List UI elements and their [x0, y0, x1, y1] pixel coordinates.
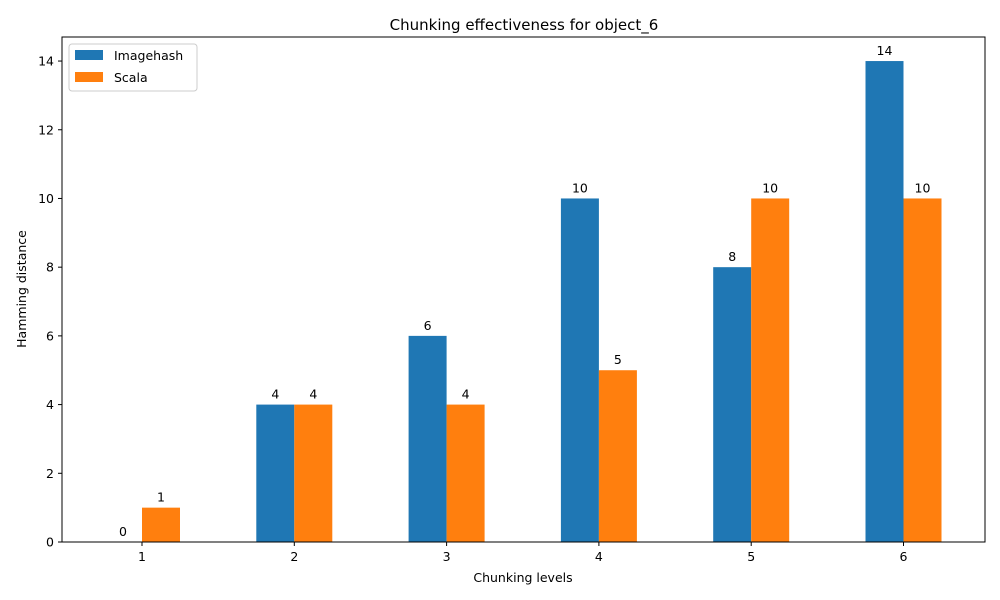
bar-label-imagehash-level-5: 8: [728, 249, 736, 264]
bar-scala-level-5: [751, 198, 790, 542]
y-tick-label-14: 14: [38, 54, 54, 69]
bar-scala-level-1: [142, 507, 180, 542]
bar-scala-level-6: [903, 198, 942, 542]
bar-imagehash-level-3: [408, 335, 447, 542]
y-tick-label-0: 0: [46, 535, 54, 550]
x-tick-label-4: 4: [595, 549, 603, 564]
bars-group: [142, 61, 942, 543]
bar-label-scala-level-5: 10: [762, 180, 778, 195]
y-tick-label-10: 10: [38, 191, 54, 206]
bar-label-imagehash-level-2: 4: [271, 387, 279, 402]
bar-label-scala-level-2: 4: [309, 387, 317, 402]
plot-frame: [61, 36, 986, 543]
y-tick-label-4: 4: [46, 397, 54, 412]
legend-label-scala: Scala: [114, 70, 148, 85]
bar-label-scala-level-4: 5: [614, 352, 622, 367]
bar-imagehash-level-4: [560, 198, 599, 542]
bar-scala-level-2: [294, 404, 333, 542]
bar-label-scala-level-3: 4: [462, 387, 470, 402]
bar-scala-level-3: [446, 404, 485, 542]
bar-imagehash-level-6: [865, 61, 904, 543]
y-axis-title: Hamming distance: [14, 230, 29, 348]
y-axis: 0 2 4 6 8 10 12 14: [38, 54, 62, 550]
x-tick-label-6: 6: [900, 549, 908, 564]
chart-title: Chunking effectiveness for object_6: [390, 16, 659, 35]
bar-imagehash-level-2: [256, 404, 295, 542]
bar-label-imagehash-level-4: 10: [572, 180, 588, 195]
y-tick-label-8: 8: [46, 260, 54, 275]
legend-label-imagehash: Imagehash: [114, 48, 183, 63]
x-tick-label-5: 5: [747, 549, 755, 564]
legend-swatch-imagehash: [75, 50, 103, 60]
y-tick-label-2: 2: [46, 466, 54, 481]
bar-label-imagehash-level-6: 14: [877, 43, 893, 58]
bar-imagehash-level-5: [713, 267, 752, 542]
legend-swatch-scala: [75, 72, 103, 82]
x-axis: 1 2 3 4 5 6: [138, 542, 908, 564]
x-tick-label-3: 3: [443, 549, 451, 564]
bar-scala-level-4: [598, 370, 637, 542]
y-tick-label-6: 6: [46, 328, 54, 343]
bar-label-scala-level-1: 1: [157, 490, 165, 505]
x-tick-label-2: 2: [290, 549, 298, 564]
legend: Imagehash Scala: [68, 43, 198, 92]
bar-label-imagehash-level-1: 0: [119, 524, 127, 539]
y-tick-label-12: 12: [38, 122, 54, 137]
x-axis-title: Chunking levels: [473, 570, 572, 585]
x-tick-label-1: 1: [138, 549, 146, 564]
bar-label-scala-level-6: 10: [915, 180, 931, 195]
bar-label-imagehash-level-3: 6: [424, 318, 432, 333]
